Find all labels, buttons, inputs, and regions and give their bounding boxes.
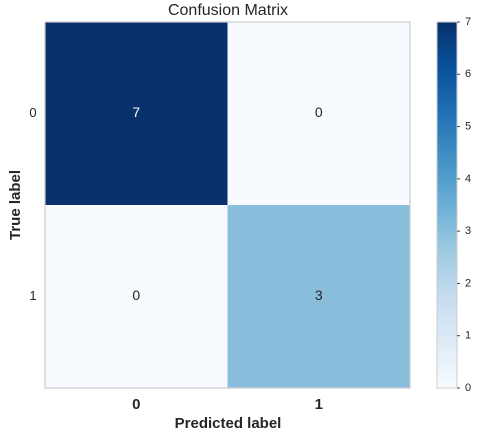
colorbar-tick-label: 4 bbox=[465, 173, 471, 185]
heatmap-cell bbox=[227, 205, 410, 388]
colorbar-tick-label: 3 bbox=[465, 225, 471, 237]
colorbar-tick-label: 1 bbox=[465, 330, 471, 342]
colorbar-tick-label: 0 bbox=[465, 382, 471, 394]
heatmap-cell bbox=[45, 22, 228, 205]
plot-frame bbox=[44, 21, 411, 389]
colorbar-tick-label: 6 bbox=[465, 68, 471, 80]
heatmap-cell bbox=[45, 205, 228, 388]
chart-title: Confusion Matrix bbox=[168, 2, 288, 19]
cell-label: 3 bbox=[315, 287, 323, 303]
x-tick-label: 0 bbox=[132, 396, 140, 413]
cell-label: 0 bbox=[132, 287, 140, 303]
colorbar bbox=[436, 21, 458, 389]
cell-label: 7 bbox=[132, 104, 140, 120]
heatmap-cell bbox=[227, 22, 410, 205]
colorbar-tick-label: 5 bbox=[465, 120, 471, 132]
colorbar-tick-label: 7 bbox=[465, 16, 471, 28]
cell-label: 0 bbox=[315, 104, 323, 120]
colorbar-tick-label: 2 bbox=[465, 277, 471, 289]
x-axis-label: Predicted label bbox=[175, 415, 282, 432]
y-tick-label: 0 bbox=[29, 105, 36, 120]
x-tick-label: 1 bbox=[315, 396, 323, 413]
y-tick-label: 1 bbox=[29, 288, 36, 303]
y-axis-label: True label bbox=[7, 170, 24, 240]
